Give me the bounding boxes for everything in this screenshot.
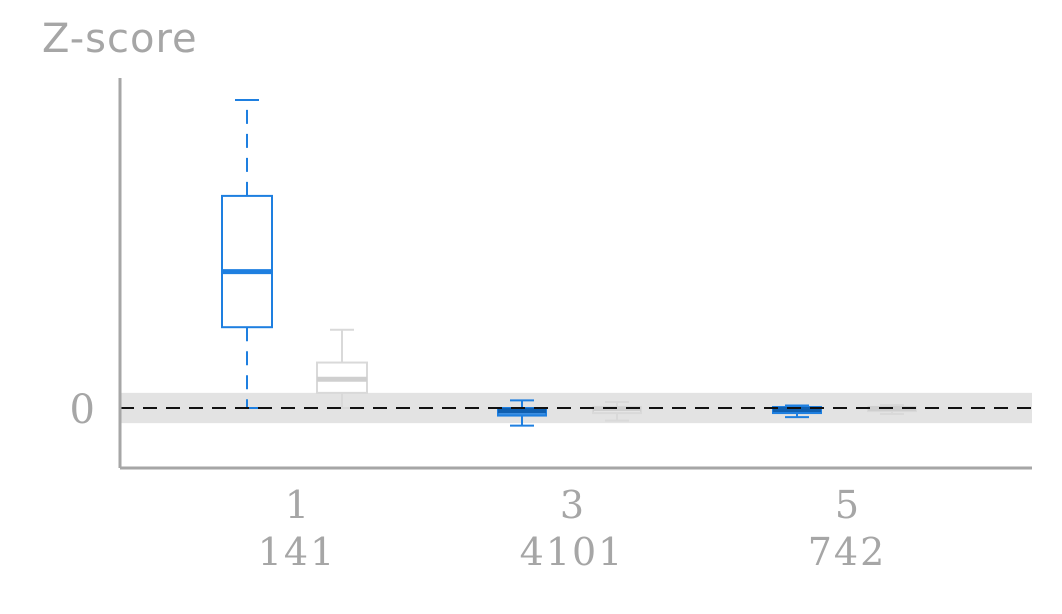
x-tick-label-1: 1: [285, 483, 309, 527]
group-1-highlight-box: [221, 194, 273, 329]
x-tick-label-5: 5: [835, 483, 859, 527]
x-count-label-3: 4101: [520, 530, 625, 574]
y-tick-label-0: 0: [70, 387, 95, 433]
x-count-label-5: 742: [808, 530, 887, 574]
x-count-label-1: 141: [258, 530, 337, 574]
x-tick-label-3: 3: [560, 483, 584, 527]
y-axis-title: Z-score: [42, 16, 198, 62]
